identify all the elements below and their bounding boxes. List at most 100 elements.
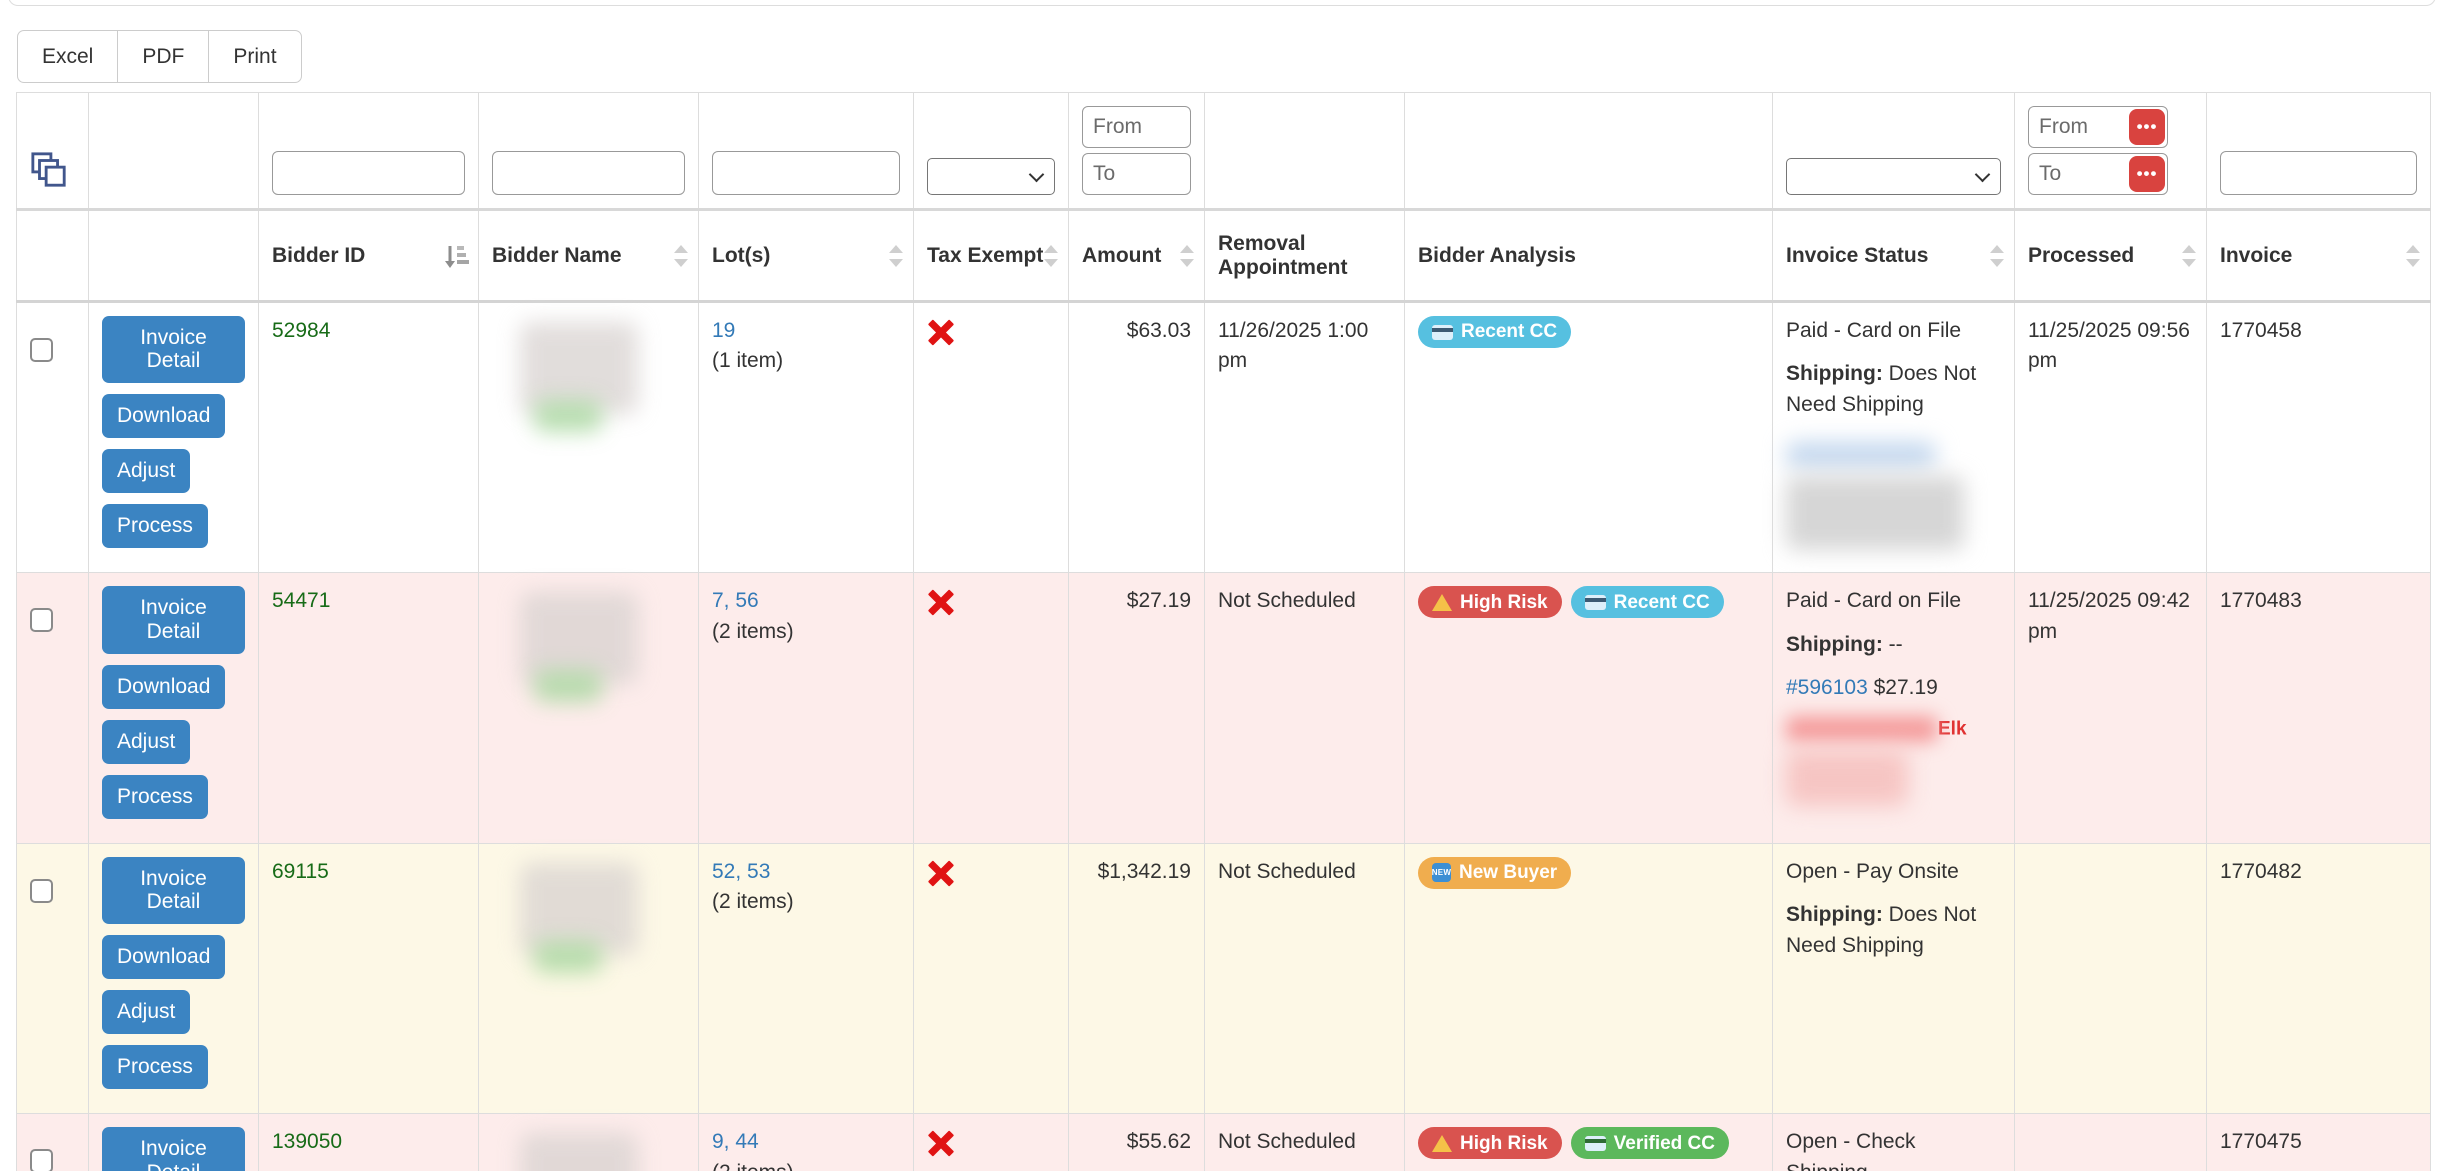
column-header-bidder-name[interactable]: Bidder Name (478, 209, 699, 303)
bidder-name-filter-input[interactable] (492, 151, 685, 195)
datepicker-button[interactable]: ••• (2129, 156, 2165, 192)
payment-amount: $27.19 (1873, 676, 1938, 700)
bidder-name-redacted (478, 572, 699, 844)
invoice-detail-button[interactable]: Invoice Detail (102, 586, 245, 654)
invoice-status-filter-select[interactable] (1786, 158, 2001, 195)
process-button[interactable]: Process (102, 1045, 208, 1090)
removal-appointment: Not Scheduled (1204, 572, 1405, 844)
column-header-bidder-id[interactable]: Bidder ID (258, 209, 479, 303)
pdf-export-button[interactable]: PDF (117, 30, 210, 83)
export-toolbar: Excel PDF Print (17, 30, 302, 83)
column-header-invoice-status[interactable]: Invoice Status (1772, 209, 2015, 303)
badge-label: New Buyer (1459, 862, 1558, 884)
column-header-lots[interactable]: Lot(s) (698, 209, 914, 303)
high-risk-badge: High Risk (1418, 586, 1562, 619)
copy-rows-icon[interactable] (30, 152, 68, 194)
table-row: Invoice Detail Download Adjust Process 5… (16, 300, 2431, 574)
redacted-username-blob (534, 940, 602, 973)
row-checkbox[interactable] (30, 1149, 53, 1171)
not-tax-exempt-icon (927, 588, 955, 616)
redacted-username-blob (534, 400, 602, 432)
redacted-address-blob (1786, 476, 1964, 551)
bidder-id: 139050 (272, 1130, 343, 1154)
redacted-name-blob (520, 322, 638, 414)
download-button[interactable]: Download (102, 664, 226, 709)
amount-from-input[interactable] (1082, 106, 1191, 148)
invoice-number: 1770458 (2206, 300, 2431, 574)
not-tax-exempt-icon (927, 1129, 955, 1157)
amount: $27.19 (1068, 572, 1205, 844)
chevron-down-icon (1028, 166, 1045, 183)
amount: $55.62 (1068, 1113, 1205, 1171)
row-checkbox[interactable] (30, 608, 53, 633)
shipping-info: Shipping: -- (1786, 630, 2001, 660)
lot-count: (1 item) (712, 349, 784, 373)
column-label: Processed (2028, 243, 2135, 267)
removal-appointment: Not Scheduled (1204, 1113, 1405, 1171)
lot-link[interactable]: 7, 56 (712, 589, 759, 613)
ellipsis-icon: ••• (2136, 117, 2158, 136)
tax-exempt-filter-select[interactable] (927, 158, 1055, 195)
invoice-status: Open - Pay Onsite (1786, 859, 1959, 883)
print-button[interactable]: Print (208, 30, 302, 83)
amount-to-input[interactable] (1082, 153, 1191, 195)
bidder-id-filter-input[interactable] (272, 151, 465, 195)
column-label: Bidder Name (492, 243, 622, 267)
sort-icon (1044, 244, 1058, 268)
redacted-warning-blob (1786, 716, 1938, 743)
sort-icon (1990, 244, 2004, 268)
table-row: Invoice Detail Download Adjust Process 1… (16, 1113, 2431, 1171)
invoice-detail-button[interactable]: Invoice Detail (102, 856, 245, 925)
adjust-button[interactable]: Adjust (102, 449, 191, 494)
column-header-tax-exempt[interactable]: Tax Exempt (913, 209, 1069, 303)
payment-ref-link[interactable]: #596103 (1786, 676, 1868, 700)
shipping-info: Shipping: Does Not Need Shipping (1786, 359, 2001, 420)
row-checkbox[interactable] (30, 338, 53, 362)
badge-label: High Risk (1460, 1132, 1548, 1154)
bidder-id: 69115 (272, 859, 329, 883)
lot-link[interactable]: 9, 44 (712, 1130, 759, 1154)
processed-date: 11/25/2025 09:42 pm (2014, 572, 2207, 844)
process-button[interactable]: Process (102, 504, 208, 549)
lot-link[interactable]: 19 (712, 319, 736, 342)
column-header-amount[interactable]: Amount (1068, 209, 1205, 303)
adjust-button[interactable]: Adjust (102, 990, 191, 1035)
redacted-name-blob (520, 592, 638, 685)
row-checkbox[interactable] (30, 878, 53, 903)
column-label: Bidder ID (272, 243, 366, 267)
excel-export-button[interactable]: Excel (17, 30, 119, 83)
invoice-detail-button[interactable]: Invoice Detail (102, 1127, 245, 1171)
column-header-processed[interactable]: Processed (2014, 209, 2207, 303)
bidder-name-redacted (478, 1113, 699, 1171)
download-button[interactable]: Download (102, 935, 226, 980)
sort-icon (1180, 244, 1194, 268)
column-header-removal-appointment: Removal Appointment (1204, 209, 1405, 303)
invoice-filter-input[interactable] (2220, 151, 2417, 195)
shipping-info: Shipping: Does Not Need Shipping (1786, 900, 2001, 961)
lots-filter-input[interactable] (712, 151, 900, 195)
warning-triangle-icon (1432, 593, 1452, 611)
column-label: Tax Exempt (927, 243, 1044, 267)
bidder-id: 52984 (272, 319, 331, 342)
recent-cc-badge: Recent CC (1570, 586, 1724, 619)
download-button[interactable]: Download (102, 394, 226, 439)
badge-label: High Risk (1460, 591, 1548, 613)
datepicker-button[interactable]: ••• (2129, 109, 2165, 145)
adjust-button[interactable]: Adjust (102, 719, 191, 764)
sort-icon (2406, 244, 2420, 268)
column-label: Amount (1082, 243, 1162, 267)
invoice-detail-button[interactable]: Invoice Detail (102, 316, 245, 384)
invoice-status: Paid - Card on File (1786, 589, 1962, 613)
invoice-number: 1770483 (2206, 572, 2431, 844)
sort-desc-icon (442, 242, 470, 276)
lot-link[interactable]: 52, 53 (712, 859, 771, 883)
column-label: Lot(s) (712, 243, 771, 267)
new-buyer-badge: NEW New Buyer (1418, 856, 1572, 889)
redacted-link-blob (1786, 442, 1936, 469)
warning-triangle-icon (1432, 1134, 1452, 1152)
shipping-label: Shipping: (1786, 903, 1883, 927)
not-tax-exempt-icon (927, 859, 955, 887)
column-header-invoice[interactable]: Invoice (2206, 209, 2431, 303)
process-button[interactable]: Process (102, 774, 208, 819)
credit-card-icon (1584, 1135, 1606, 1151)
